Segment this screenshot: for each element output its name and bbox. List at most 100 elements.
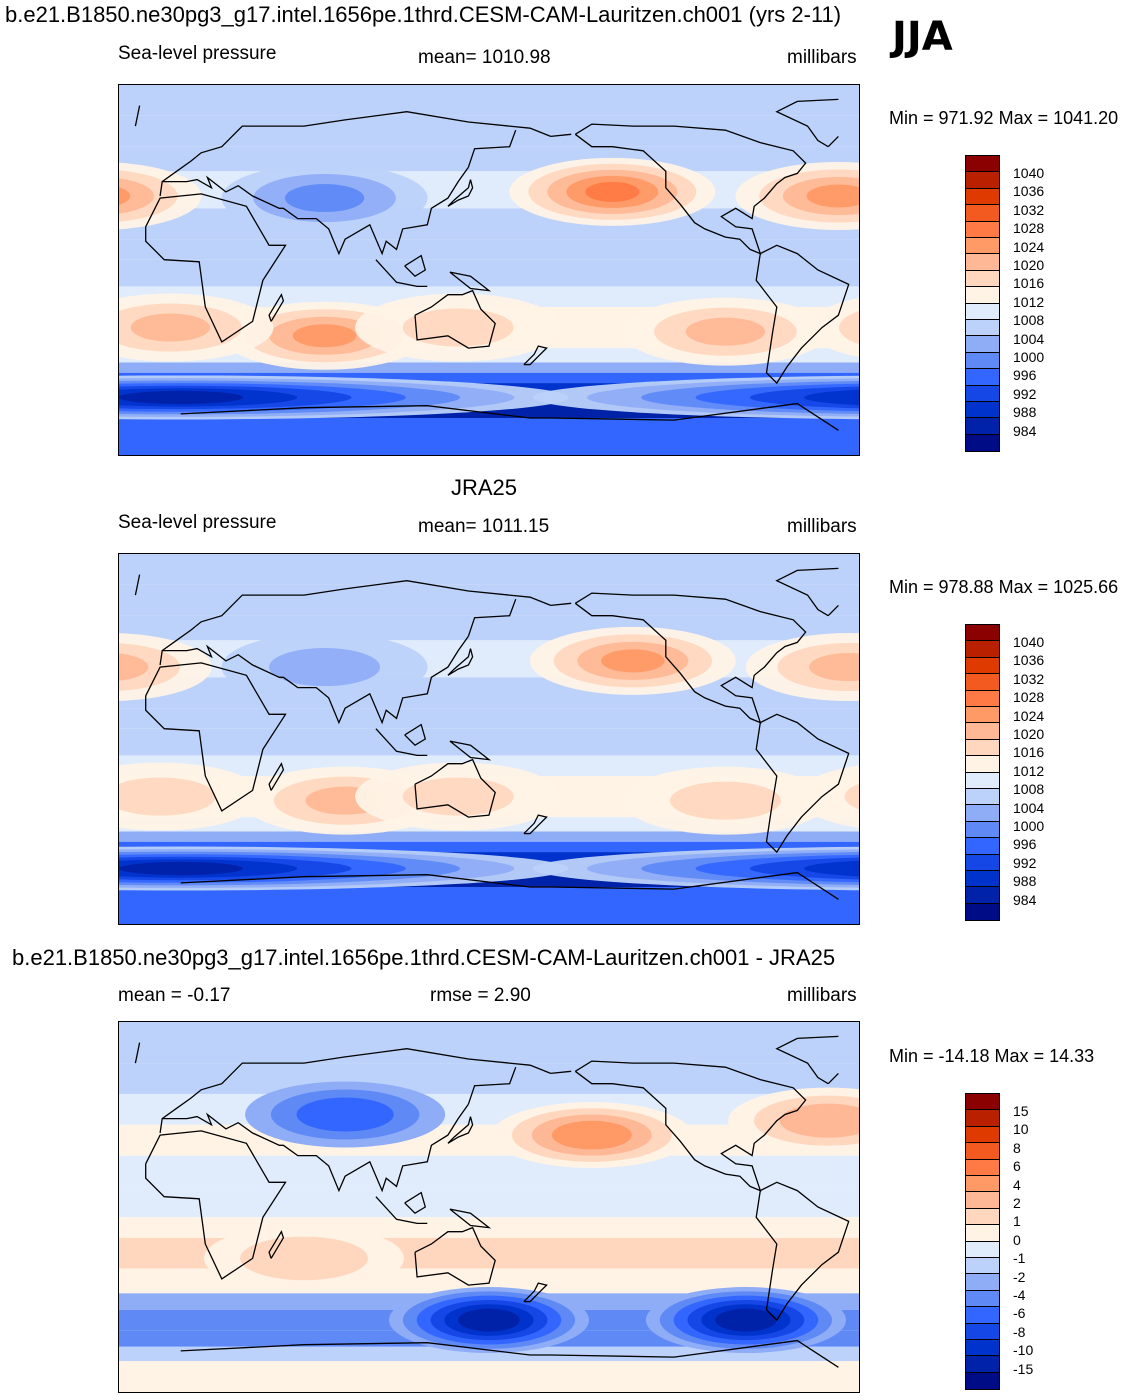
- colorbar-tick-label: 1020: [1013, 726, 1045, 742]
- colorbar-tick-label: 0: [1013, 1231, 1021, 1248]
- field-band: [119, 239, 859, 260]
- field-contour: [119, 178, 154, 214]
- coastline: [404, 723, 427, 747]
- coastline: [574, 1060, 807, 1192]
- coastline: [180, 402, 839, 431]
- colorbar-tick-label: 1000: [1013, 349, 1045, 365]
- colorbar-tick-label: 1012: [1013, 762, 1045, 779]
- coastline: [447, 1116, 474, 1144]
- panel2-contour-field: [119, 554, 859, 924]
- coastline: [404, 254, 427, 278]
- main-title: b.e21.B1850.ne30pg3_g17.intel.1656pe.1th…: [5, 2, 842, 27]
- panel1-units-label: millibars: [787, 47, 857, 68]
- coastline: [550, 602, 572, 607]
- panel3-minmax: Min = -14.18 Max = 14.33: [889, 1046, 1095, 1066]
- colorbar-tick-label: 992: [1013, 854, 1037, 871]
- panel3-mean-label: mean = -0.17: [118, 985, 231, 1006]
- coastline: [268, 1230, 285, 1259]
- field-contour: [119, 861, 243, 876]
- colorbar-tick-label: 992: [1013, 385, 1037, 402]
- field-contour: [601, 649, 665, 673]
- coastline: [159, 580, 551, 666]
- field-band: [119, 208, 859, 240]
- coastline: [145, 662, 287, 812]
- field-contour: [119, 653, 149, 681]
- field-contour: [119, 777, 216, 816]
- coastline: [550, 133, 572, 138]
- colorbar-tick-label: 1020: [1013, 257, 1045, 273]
- panel2-variable-label: Sea-level pressure: [118, 512, 277, 533]
- coastline: [414, 758, 496, 818]
- panel1-minmax: Min = 971.92 Max = 1041.20: [889, 108, 1119, 128]
- colorbar-tick-label: 10: [1013, 1121, 1029, 1138]
- field-contour: [806, 184, 859, 208]
- field-contour: [458, 1308, 520, 1332]
- coastline: [550, 1070, 572, 1075]
- coastline: [449, 271, 492, 292]
- field-contour: [839, 310, 859, 345]
- field-band: [119, 259, 859, 287]
- coastline: [375, 259, 428, 288]
- panel2-minmax: Min = 978.88 Max = 1025.66: [889, 577, 1119, 597]
- colorbar-tick-label: -15: [1013, 1360, 1034, 1377]
- field-contour: [119, 643, 181, 691]
- season-label: JJA: [892, 14, 953, 60]
- coastline: [134, 567, 839, 617]
- field-band: [119, 115, 859, 147]
- colorbar-tick-label: 1024: [1013, 707, 1045, 724]
- coastline: [180, 871, 839, 900]
- field-contour: [296, 1097, 394, 1132]
- panel3-rmse-label: rmse = 2.90: [430, 985, 531, 1006]
- panel3-map: [118, 1021, 860, 1393]
- field-contour: [797, 765, 859, 828]
- field-contour: [402, 777, 514, 816]
- coastline: [755, 1181, 850, 1322]
- colorbar-swatch: [965, 1371, 1000, 1391]
- colorbar-tick-label: 1028: [1013, 220, 1045, 237]
- colorbar-tick-label: 1032: [1013, 201, 1045, 218]
- colorbar-tick-label: 6: [1013, 1158, 1021, 1175]
- field-band: [119, 841, 859, 853]
- colorbar-tick-label: 984: [1013, 422, 1037, 439]
- colorbar-tick-label: -1: [1013, 1250, 1026, 1267]
- coastline: [180, 1339, 839, 1368]
- field-band: [119, 1186, 859, 1218]
- coastline: [134, 1035, 839, 1085]
- coastline: [145, 193, 287, 343]
- colorbar-tick-label: 1: [1013, 1213, 1021, 1230]
- panel2-map: [118, 553, 860, 925]
- field-contour: [804, 860, 859, 877]
- colorbar-tick-label: -10: [1013, 1342, 1034, 1359]
- colorbar-tick-label: 984: [1013, 891, 1037, 908]
- field-band: [119, 1022, 859, 1064]
- field-contour: [685, 317, 766, 346]
- colorbar-tick-label: 8: [1013, 1139, 1021, 1156]
- colorbar-tick-label: -6: [1013, 1305, 1026, 1322]
- panel2-mean-label: mean= 1011.15: [418, 516, 550, 537]
- coastline: [162, 635, 469, 725]
- coastline: [467, 598, 517, 637]
- colorbar-tick-label: 1036: [1013, 183, 1045, 200]
- colorbar-tick-label: 988: [1013, 404, 1037, 421]
- field-band: [119, 831, 859, 842]
- field-contour: [119, 187, 131, 205]
- field-band: [119, 1155, 859, 1187]
- colorbar-tick-label: 1000: [1013, 818, 1045, 834]
- colorbar-tick-label: 1004: [1013, 799, 1045, 816]
- field-band: [119, 728, 859, 756]
- coastline: [162, 166, 469, 256]
- field-contour: [858, 396, 859, 399]
- colorbar-tick-label: -8: [1013, 1323, 1026, 1340]
- field-band: [119, 584, 859, 616]
- colorbar-tick-label: 1024: [1013, 238, 1045, 255]
- field-band: [119, 362, 859, 373]
- panel3-contour-field: [119, 1022, 859, 1392]
- colorbar-tick-label: 996: [1013, 836, 1037, 853]
- coastline: [755, 713, 850, 854]
- colorbar-tick-label: 1016: [1013, 744, 1045, 761]
- coastline: [467, 129, 517, 168]
- field-band: [119, 1063, 859, 1094]
- coastline: [523, 345, 548, 366]
- field-contour: [669, 781, 781, 820]
- colorbar-tick-label: -2: [1013, 1268, 1026, 1285]
